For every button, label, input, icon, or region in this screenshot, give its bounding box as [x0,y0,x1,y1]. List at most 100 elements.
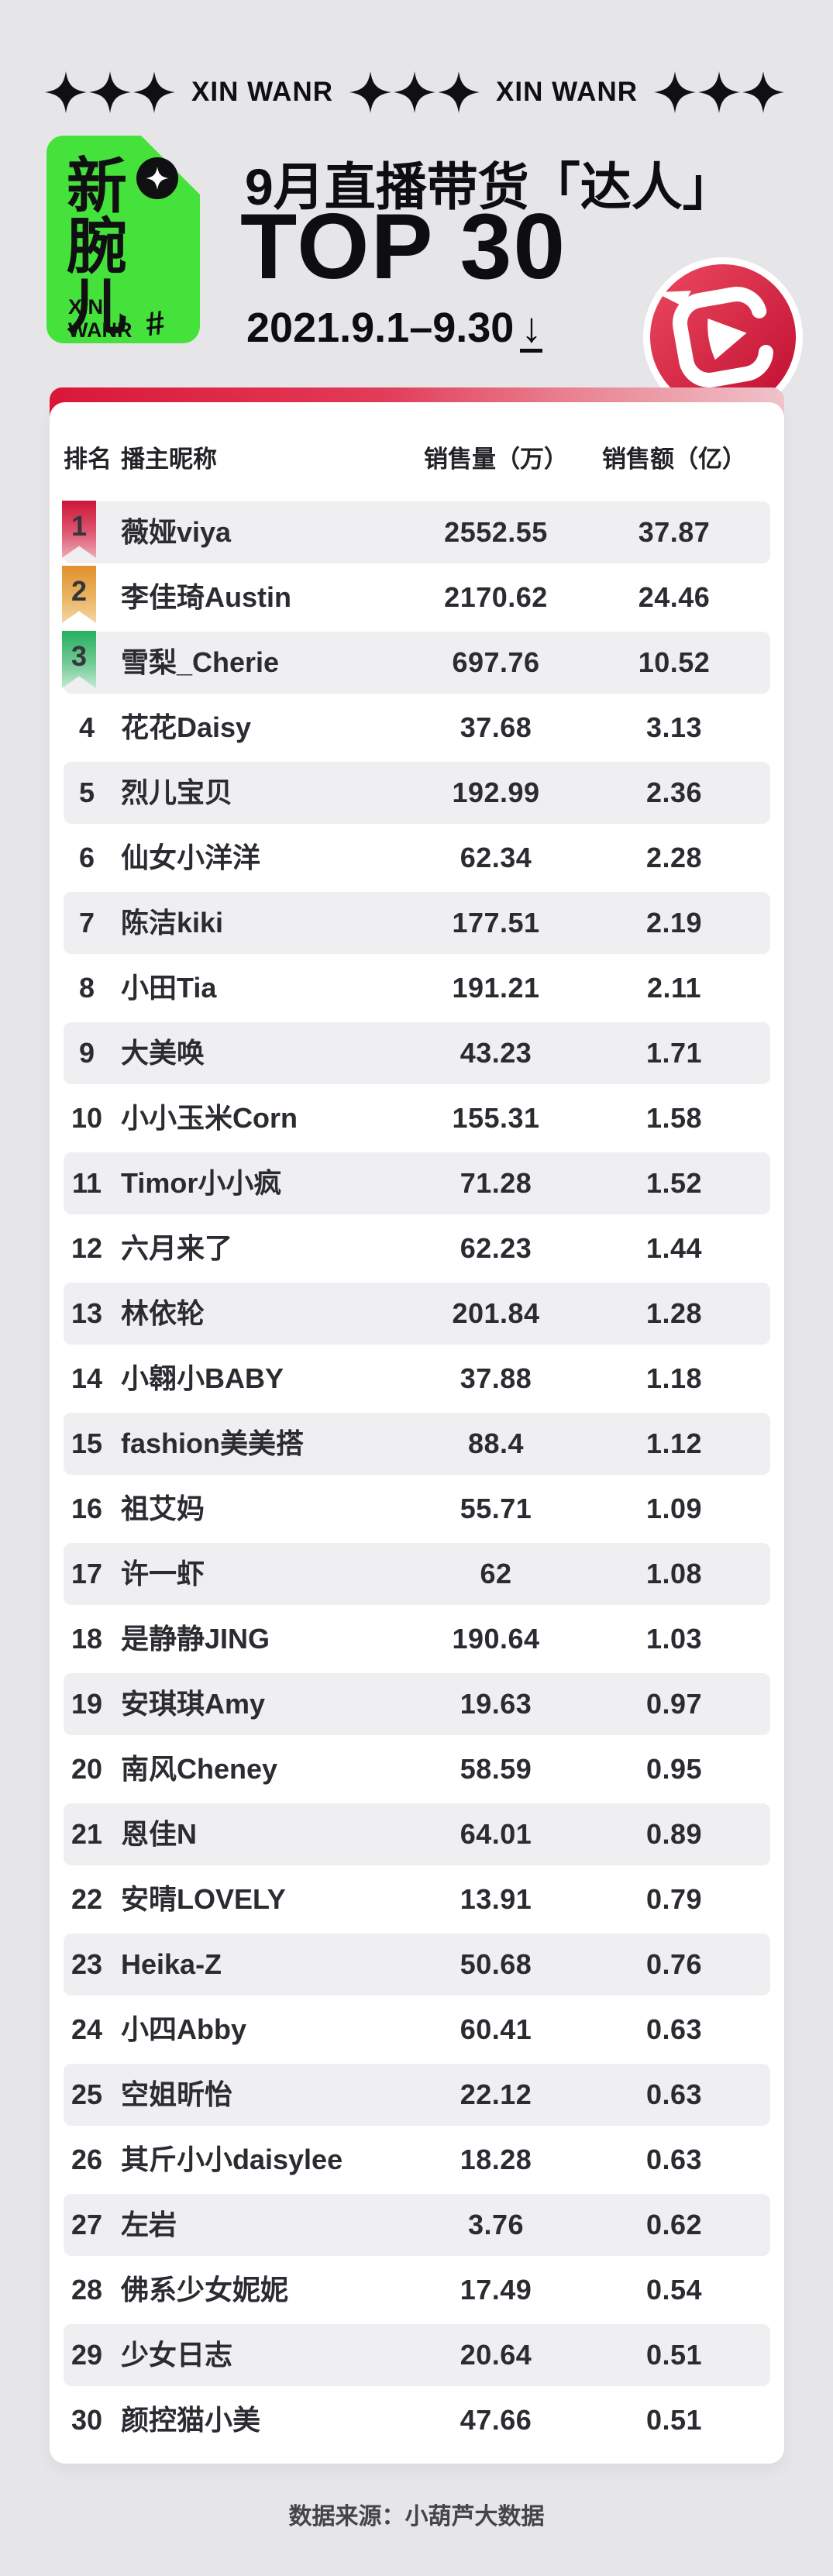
sales-volume-value: 58.59 [460,1753,532,1785]
row-stripe-background [64,892,770,954]
table-row: 3 3 雪梨_Cherie 697.76 10.52 [50,630,784,695]
row-stripe-background [64,1413,770,1475]
row-stripe-background [64,762,770,824]
sales-volume-value: 50.68 [460,1948,532,1980]
sales-amount-value: 2.11 [646,972,702,1004]
table-header: 排名 播主昵称 销售量（万） 销售额（亿） [50,432,784,487]
sales-volume-value: 37.68 [460,711,532,743]
sales-volume-value: 191.21 [452,972,540,1004]
sales-amount-value: 0.89 [645,1818,703,1850]
sales-amount-value: 1.09 [645,1493,703,1524]
table-row: 23 23 Heika-Z 50.68 0.76 [50,1932,784,1997]
row-stripe-background [64,501,770,563]
sales-volume-value: 697.76 [452,646,540,678]
broadcaster-name: 安琪琪Amy [121,1688,266,1720]
rank-label: 14 [71,1362,103,1394]
logo-char-xin: 新 [67,152,128,220]
table-row: 10 10 小小玉米Corn 155.31 1.58 [50,1086,784,1151]
brand-text: XIN WANR [191,77,333,107]
table-row: 14 14 小翱小BABY 37.88 1.18 [50,1346,784,1411]
column-header-amount: 销售额（亿） [602,446,746,473]
table-row: 5 5 烈儿宝贝 192.99 2.36 [50,760,784,825]
sales-amount-value: 0.51 [645,2404,703,2436]
broadcaster-name: 仙女小洋洋 [121,842,261,873]
sales-amount-value: 0.63 [645,2013,703,2045]
rank-label: 27 [71,2209,103,2240]
four-point-star-icon [45,71,87,113]
date-range-text: 2021.9.1–9.30 [246,305,515,351]
sales-volume-value: 37.88 [460,1362,532,1394]
sales-amount-value: 1.71 [645,1037,703,1069]
column-header-rank: 排名 [64,446,112,473]
sales-volume-value: 60.41 [460,2013,532,2045]
row-stripe-background [64,1543,770,1605]
rank-label: 13 [71,1297,103,1329]
rank-label: 25 [71,2078,103,2110]
table-row: 17 17 许一虾 62 1.08 [50,1541,784,1607]
table-row: 16 16 祖艾妈 55.71 1.09 [50,1476,784,1541]
sales-amount-value: 0.54 [645,2274,703,2306]
page-title-top30: TOP 30 [240,195,567,298]
sales-volume-value: 2552.55 [444,516,548,548]
broadcaster-name: 南风Cheney [121,1753,278,1785]
top-decorative-strip: XIN WANR XIN WANR [45,70,784,115]
logo-chars-waner: 腕儿 [67,212,139,341]
sales-amount-value: 1.12 [645,1427,703,1459]
four-point-star-icon [698,71,740,113]
broadcaster-name: 六月来了 [121,1232,233,1264]
sales-amount-value: 2.28 [645,842,703,873]
sales-amount-value: 3.13 [645,711,703,743]
broadcaster-name: 空姐昕怡 [121,2078,233,2110]
broadcaster-name: 陈洁kiki [121,907,224,938]
rank-label: 10 [71,1102,103,1134]
rank-label: 28 [71,2274,103,2306]
row-stripe-background [64,1934,770,1996]
logo-subtext: XIN WANR [68,295,133,342]
table-row: 6 6 仙女小洋洋 62.34 2.28 [50,825,784,890]
diamond-icons-group [349,71,480,113]
sales-amount-value: 0.79 [645,1883,703,1915]
row-stripe-background [64,2324,770,2386]
sales-amount-value: 2.19 [645,907,703,938]
table-row: 4 4 花花Daisy 37.68 3.13 [50,695,784,760]
rank-label: 4 [78,711,95,743]
sales-amount-value: 0.76 [645,1948,703,1980]
sales-amount-value: 0.97 [645,1688,703,1720]
rank-label: 15 [71,1427,103,1459]
sales-amount-value: 0.63 [645,2144,703,2175]
sales-amount-value: 2.36 [645,777,703,808]
rank-label: 18 [71,1623,103,1655]
broadcaster-name: 林依轮 [121,1297,205,1329]
broadcaster-name: 小小玉米Corn [121,1102,298,1134]
sales-volume-value: 18.28 [460,2144,532,2175]
sales-amount-value: 24.46 [638,581,711,613]
sales-volume-value: 155.31 [452,1102,540,1134]
row-stripe-background [64,1152,770,1214]
sales-volume-value: 43.23 [460,1037,532,1069]
table-row: 29 29 少女日志 20.64 0.51 [50,2323,784,2388]
diamond-icons-group [45,71,175,113]
sales-volume-value: 55.71 [460,1493,532,1524]
table-row: 28 28 佛系少女妮妮 17.49 0.54 [50,2257,784,2323]
broadcaster-name: 李佳琦Austin [121,581,291,613]
sales-amount-value: 1.28 [645,1297,703,1329]
table-row: 20 20 南风Cheney 58.59 0.95 [50,1737,784,1802]
sales-volume-value: 192.99 [452,777,540,808]
table-row: 18 18 是静静JING 190.64 1.03 [50,1607,784,1672]
broadcaster-name: 左岩 [121,2209,177,2240]
logo-subtext-line1: XIN [68,295,104,319]
broadcaster-name: 其斤小小daisylee [121,2144,343,2175]
sales-volume-value: 62 [480,1558,512,1589]
sales-volume-value: 71.28 [460,1167,532,1199]
four-point-star-icon [654,71,696,113]
broadcaster-name: 少女日志 [121,2339,233,2371]
sales-volume-value: 64.01 [460,1818,532,1850]
sales-volume-value: 62.34 [460,842,532,873]
sales-volume-value: 190.64 [452,1623,540,1655]
rank-label: 11 [71,1167,102,1199]
diantao-platform-logo [640,254,806,420]
broadcaster-name: 小翱小BABY [121,1362,284,1394]
four-point-star-icon [133,71,175,113]
sales-volume-value: 3.76 [467,2209,525,2240]
table-row: 19 19 安琪琪Amy 19.63 0.97 [50,1672,784,1737]
